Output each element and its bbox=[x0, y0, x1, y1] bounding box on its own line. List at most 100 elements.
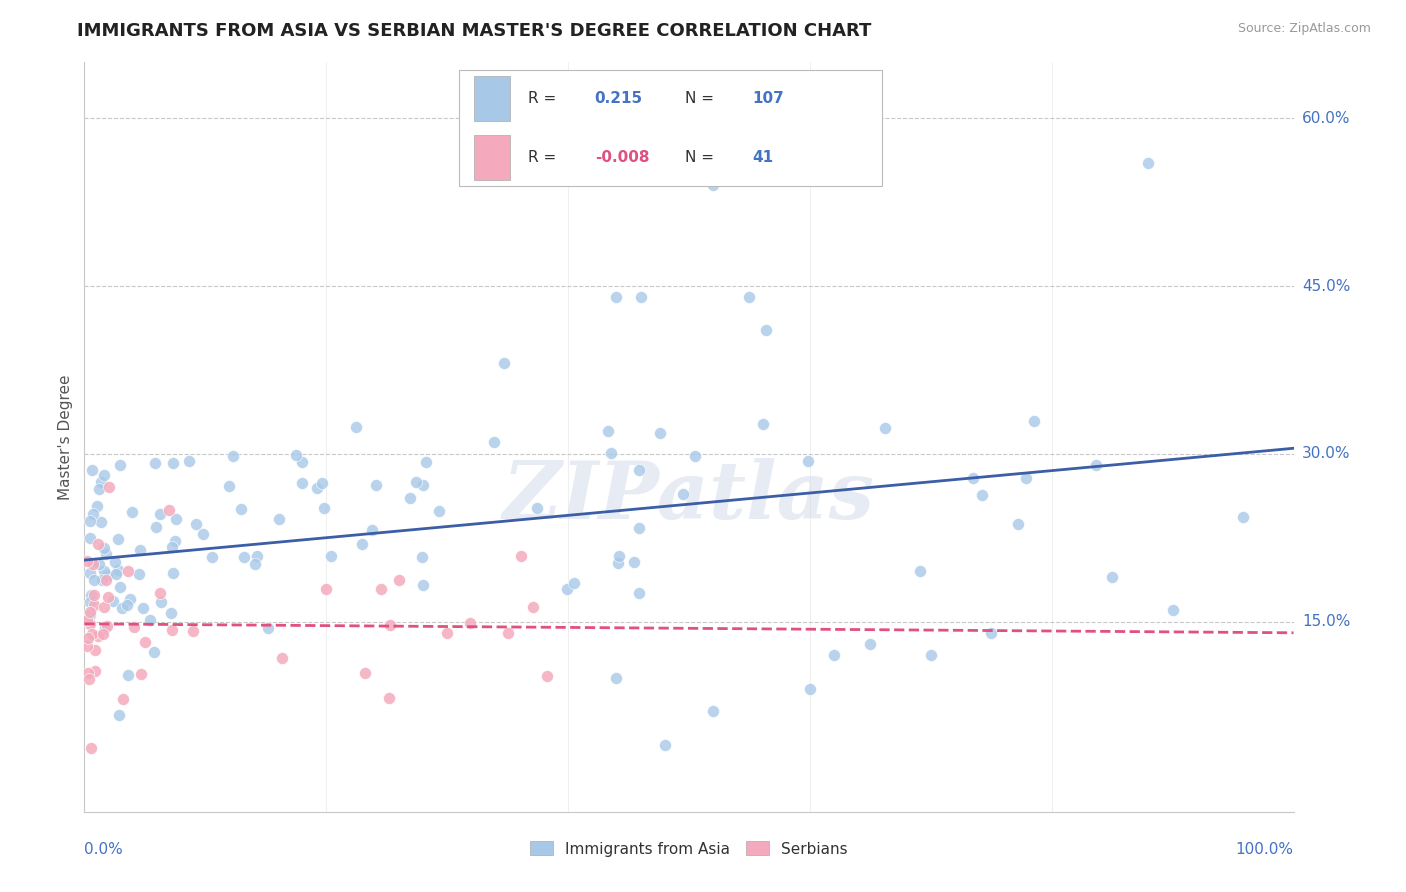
Point bbox=[315, 582, 337, 597]
Point bbox=[627, 585, 650, 599]
Point bbox=[823, 648, 845, 662]
Y-axis label: Master's Degree: Master's Degree bbox=[58, 375, 73, 500]
Point bbox=[80, 740, 103, 755]
Point bbox=[108, 707, 131, 722]
Point bbox=[1022, 414, 1045, 428]
Text: 107: 107 bbox=[752, 92, 783, 106]
Point bbox=[962, 471, 984, 485]
Point bbox=[134, 635, 156, 649]
Point bbox=[436, 625, 458, 640]
Point bbox=[526, 500, 548, 515]
Text: 0.215: 0.215 bbox=[595, 92, 643, 106]
Bar bbox=[474, 135, 510, 179]
Point bbox=[599, 446, 621, 460]
Point bbox=[110, 458, 132, 472]
Point bbox=[1007, 517, 1029, 532]
Point bbox=[84, 643, 107, 657]
Point bbox=[104, 555, 127, 569]
Point bbox=[607, 557, 630, 571]
Point bbox=[285, 448, 308, 462]
Point bbox=[458, 615, 481, 630]
Point bbox=[405, 475, 427, 489]
Point bbox=[86, 500, 108, 514]
Point bbox=[350, 537, 373, 551]
Point bbox=[291, 475, 314, 490]
Point bbox=[270, 650, 292, 665]
Point bbox=[91, 573, 114, 587]
Point bbox=[492, 356, 515, 370]
Point bbox=[354, 665, 377, 680]
Point bbox=[128, 567, 150, 582]
Point bbox=[83, 573, 105, 587]
Point bbox=[496, 625, 519, 640]
Point bbox=[607, 549, 630, 564]
Point bbox=[290, 454, 312, 468]
Text: 15.0%: 15.0% bbox=[1302, 614, 1350, 629]
Point bbox=[87, 557, 110, 571]
Point bbox=[910, 565, 932, 579]
Point bbox=[107, 562, 129, 576]
Point bbox=[672, 487, 695, 501]
Point bbox=[1137, 156, 1160, 170]
Point bbox=[139, 613, 162, 627]
Point bbox=[118, 592, 141, 607]
Point bbox=[415, 454, 437, 468]
Point bbox=[108, 580, 131, 594]
Point bbox=[79, 514, 101, 528]
Point bbox=[82, 507, 104, 521]
Point bbox=[370, 582, 392, 596]
Point bbox=[412, 578, 434, 592]
Text: IMMIGRANTS FROM ASIA VS SERBIAN MASTER'S DEGREE CORRELATION CHART: IMMIGRANTS FROM ASIA VS SERBIAN MASTER'S… bbox=[77, 22, 872, 40]
Point bbox=[536, 669, 558, 683]
Point bbox=[799, 681, 821, 696]
Point bbox=[628, 521, 651, 535]
Point bbox=[683, 450, 706, 464]
Point bbox=[623, 555, 645, 569]
Point bbox=[107, 532, 129, 546]
Point bbox=[90, 475, 112, 489]
Point bbox=[93, 541, 115, 555]
Point bbox=[90, 516, 112, 530]
Point bbox=[755, 322, 778, 336]
Point bbox=[605, 671, 627, 685]
Point bbox=[132, 600, 155, 615]
Point bbox=[1101, 570, 1123, 584]
Point bbox=[162, 566, 184, 581]
Point bbox=[160, 623, 183, 637]
Point bbox=[87, 629, 110, 643]
Point bbox=[94, 621, 117, 635]
Point bbox=[165, 512, 187, 526]
Point bbox=[149, 507, 172, 521]
Point bbox=[83, 588, 105, 602]
Point bbox=[103, 594, 125, 608]
Point bbox=[163, 533, 186, 548]
Text: 45.0%: 45.0% bbox=[1302, 278, 1350, 293]
Point bbox=[312, 501, 335, 516]
Point bbox=[80, 463, 103, 477]
Point bbox=[115, 599, 138, 613]
Point bbox=[229, 502, 252, 516]
Point bbox=[121, 505, 143, 519]
Point bbox=[117, 668, 139, 682]
Point bbox=[654, 134, 676, 148]
Point bbox=[79, 566, 101, 580]
Point bbox=[970, 487, 993, 501]
Point bbox=[193, 526, 215, 541]
Point bbox=[344, 420, 367, 434]
Point bbox=[129, 543, 152, 558]
Point bbox=[93, 467, 115, 482]
Point bbox=[97, 590, 120, 604]
Point bbox=[377, 691, 399, 706]
Point bbox=[319, 549, 342, 564]
Point bbox=[702, 704, 724, 718]
Point bbox=[77, 665, 100, 680]
Point bbox=[162, 456, 184, 470]
Text: N =: N = bbox=[685, 92, 720, 106]
Point bbox=[79, 608, 101, 623]
Text: R =: R = bbox=[529, 150, 561, 164]
Point bbox=[243, 557, 266, 571]
Point bbox=[149, 586, 172, 600]
Point bbox=[131, 667, 153, 681]
Text: 100.0%: 100.0% bbox=[1236, 842, 1294, 857]
Point bbox=[738, 290, 761, 304]
